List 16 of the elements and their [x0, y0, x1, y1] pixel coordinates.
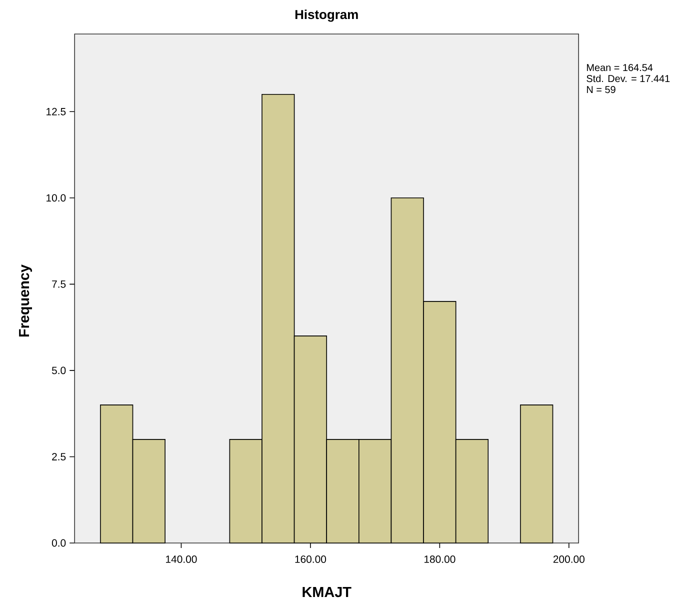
y-tick-label: 5.0 [52, 366, 66, 374]
y-tick-label: 0.0 [52, 539, 66, 547]
chart-title: Histogram [295, 10, 358, 22]
text: Mean = 164.54 [587, 64, 653, 72]
x-axis-title: KMAJT [302, 587, 352, 598]
x-tick-label: 180.00 [424, 556, 456, 563]
x-tick-label: 200.00 [553, 556, 584, 563]
y-tick-label: 2.5 [52, 453, 66, 460]
x-tick-label: 140.00 [166, 556, 197, 563]
text: Std. Dev. = 17.441 [586, 74, 670, 82]
x-tick-label: 160.00 [295, 556, 326, 563]
y-axis-title: Frequency [19, 264, 32, 337]
y-tick-label: 7.5 [52, 280, 66, 288]
text: N = 59 [587, 86, 616, 94]
y-tick-label: 10.0 [46, 194, 66, 202]
y-tick-label: 12.5 [46, 108, 66, 116]
